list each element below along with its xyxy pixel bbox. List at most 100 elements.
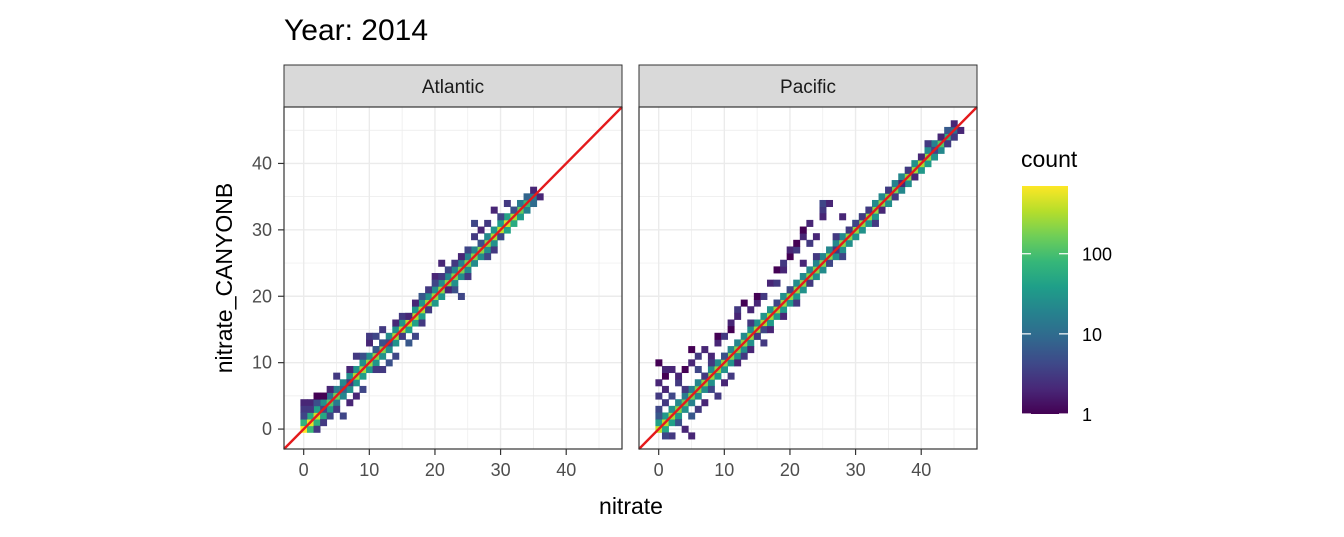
heatmap-bin <box>385 346 393 354</box>
heatmap-bin <box>721 365 729 374</box>
heatmap-bin <box>747 306 755 314</box>
x-tick-label: 40 <box>556 460 576 480</box>
colorbar <box>1022 186 1068 414</box>
heatmap-bin <box>457 292 465 300</box>
heatmap-bin <box>326 385 334 393</box>
heatmap-bin <box>359 352 367 360</box>
heatmap-bin <box>819 213 827 221</box>
heatmap-bin <box>510 219 518 227</box>
heatmap-bin <box>766 306 774 314</box>
heatmap-bin <box>727 359 735 367</box>
x-tick-label: 20 <box>425 460 445 480</box>
heatmap-bin <box>681 392 689 400</box>
heatmap-bin <box>707 379 715 387</box>
heatmap-bin <box>655 379 663 387</box>
heatmap-bin <box>333 399 341 407</box>
heatmap-bin <box>451 286 459 294</box>
heatmap-bin <box>668 392 676 400</box>
heatmap-bin <box>405 312 413 320</box>
heatmap-bin <box>372 332 380 340</box>
heatmap-bin <box>313 392 321 400</box>
heatmap-bin <box>760 339 768 347</box>
heatmap-bin <box>523 193 531 201</box>
heatmap-bin <box>379 352 387 360</box>
heatmap-bin <box>418 319 426 327</box>
heatmap-bin <box>688 399 696 407</box>
heatmap-bin <box>812 233 820 241</box>
heatmap-bin <box>891 193 899 201</box>
heatmap-bin <box>766 279 774 287</box>
y-tick-label: 10 <box>252 353 272 373</box>
heatmap-bin <box>701 372 709 380</box>
heatmap-bin <box>871 199 879 208</box>
heatmap-bin <box>806 239 814 247</box>
heatmap-bin <box>681 365 689 374</box>
heatmap-bin <box>799 273 807 281</box>
legend-title: count <box>1021 146 1078 172</box>
heatmap-bin <box>832 233 840 241</box>
heatmap-bin <box>464 253 472 261</box>
heatmap-bin <box>753 299 761 307</box>
heatmap-bin <box>694 352 702 360</box>
heatmap-bin <box>760 326 768 334</box>
heatmap-bin <box>668 365 676 374</box>
heatmap-bin <box>444 273 452 281</box>
heatmap-bin <box>950 120 958 128</box>
heatmap-bin <box>826 246 834 254</box>
heatmap-bin <box>352 352 360 360</box>
heatmap-bin <box>471 233 479 241</box>
heatmap-bin <box>924 146 932 154</box>
legend-tick-label: 100 <box>1082 245 1112 265</box>
identity-line <box>283 106 623 450</box>
heatmap-bin <box>747 319 755 327</box>
heatmap-bin <box>668 432 676 440</box>
heatmap-bin <box>891 180 899 188</box>
heatmap-bin <box>320 392 328 400</box>
heatmap-bin <box>734 306 742 314</box>
heatmap-bin <box>661 385 669 393</box>
heatmap-bin <box>766 319 774 327</box>
heatmap-bin <box>655 392 663 400</box>
heatmap-bin <box>326 392 334 400</box>
heatmap-bin <box>734 339 742 347</box>
chart-title: Year: 2014 <box>284 14 428 47</box>
heatmap-bin <box>714 332 722 340</box>
heatmap-bin <box>438 273 446 281</box>
identity-line-path <box>638 106 978 450</box>
heatmap-bin <box>799 226 807 234</box>
identity-line-path <box>283 106 623 450</box>
heatmap-bin <box>675 379 683 387</box>
heatmap-bin <box>806 266 814 274</box>
heatmap-bin <box>320 412 328 420</box>
heatmap-bin <box>326 412 334 420</box>
heatmap-bin <box>917 153 925 161</box>
heatmap-bin <box>786 286 794 294</box>
y-tick-label: 20 <box>252 286 272 306</box>
heatmap-bin <box>766 326 774 334</box>
heatmap-bin <box>661 365 669 374</box>
heatmap-bin <box>694 392 702 400</box>
panel-atlantic: Atlantic 0 10 20 30 40 0 10 20 30 40 <box>252 64 623 480</box>
heatmap-bin <box>398 319 406 327</box>
heatmap-bin <box>924 140 932 148</box>
heatmap-bin <box>858 226 866 234</box>
heatmap-bin <box>832 239 840 247</box>
heatmap-bin <box>477 239 485 247</box>
heatmap-bin <box>924 160 932 168</box>
heatmap-bin <box>668 405 676 413</box>
heatmap-bin <box>503 213 511 221</box>
legend-tick-label: 10 <box>1082 325 1102 345</box>
identity-line <box>638 106 978 450</box>
heatmap-bin <box>418 312 426 320</box>
heatmap-bin <box>944 140 952 148</box>
heatmap-bin <box>727 319 735 327</box>
heatmap-bin <box>845 226 853 234</box>
heatmap-bin <box>300 405 308 413</box>
heatmap-bin <box>904 180 912 188</box>
heatmap-bin <box>839 253 847 261</box>
heatmap-bin <box>701 346 709 354</box>
heatmap-bin <box>490 239 498 247</box>
heatmap-bin <box>359 385 367 393</box>
heatmap-bin <box>878 193 886 201</box>
heatmap-bin <box>688 359 696 367</box>
